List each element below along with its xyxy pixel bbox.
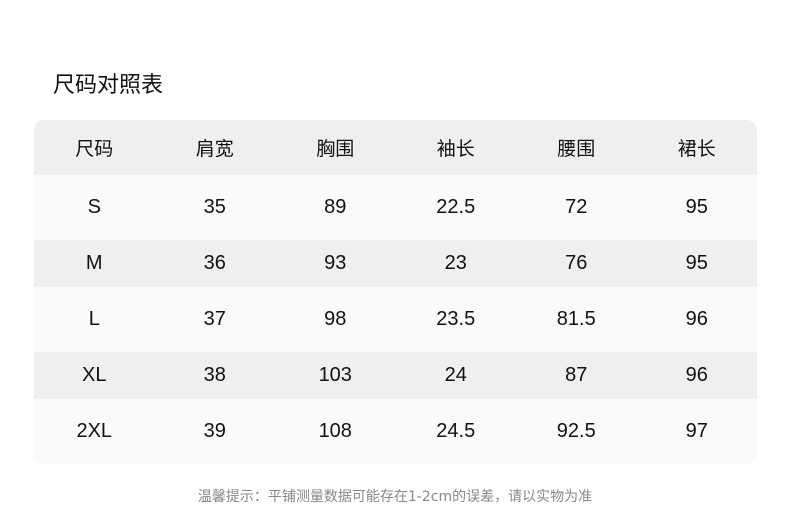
table-cell: 23 (444, 252, 467, 274)
table-cell: 97 (685, 420, 708, 442)
table-header-row: 尺码 肩宽 胸围 袖长 腰围 裙长 (34, 120, 757, 175)
table-row: M 36 93 23 76 95 (34, 240, 757, 287)
size-chart-table: 尺码 肩宽 胸围 袖长 腰围 裙长 S 35 89 22.5 72 95 M 36 93 23 76… (34, 120, 757, 464)
table-cell: 93 (324, 252, 347, 274)
table-cell: 22.5 (436, 196, 476, 218)
table-row: L 37 98 23.5 81.5 96 (34, 287, 757, 352)
table-cell: 72 (565, 196, 588, 218)
table-cell: 89 (324, 196, 347, 218)
table-cell: S (87, 196, 101, 218)
header-cell: 尺码 (75, 138, 114, 160)
table-row: S 35 89 22.5 72 95 (34, 175, 757, 240)
table-cell: 95 (685, 252, 708, 274)
table-cell: M (85, 252, 103, 274)
table-cell: 38 (203, 364, 226, 386)
table-cell: 96 (685, 364, 708, 386)
header-cell: 肩宽 (195, 138, 234, 160)
table-cell: L (88, 308, 100, 330)
table-cell: 2XL (76, 420, 113, 442)
header-cell: 裙长 (677, 138, 716, 160)
table-cell: 76 (565, 252, 588, 274)
table-cell: 98 (324, 308, 347, 330)
table-cell: 92.5 (556, 420, 596, 442)
table-cell: 87 (565, 364, 588, 386)
table-cell: 24.5 (436, 420, 476, 442)
measurement-note: 温馨提示：平铺测量数据可能存在1-2cm的误差，请以实物为准 (197, 489, 593, 505)
table-cell: 95 (685, 196, 708, 218)
table-cell: 23.5 (436, 308, 476, 330)
table-cell: 39 (203, 420, 226, 442)
header-cell: 袖长 (436, 138, 475, 160)
table-cell: XL (82, 364, 107, 386)
table-cell: 24 (444, 364, 467, 386)
table-cell: 36 (203, 252, 226, 274)
table-cell: 108 (318, 420, 352, 442)
table-row: 2XL 39 108 24.5 92.5 97 (34, 399, 757, 464)
table-row: XL 38 103 24 87 96 (34, 352, 757, 399)
page-title: 尺码对照表 (53, 73, 164, 98)
header-cell: 胸围 (316, 138, 355, 160)
table-cell: 96 (685, 308, 708, 330)
header-cell: 腰围 (557, 138, 596, 160)
table-cell: 81.5 (556, 308, 596, 330)
table-cell: 35 (203, 196, 226, 218)
table-cell: 103 (318, 364, 352, 386)
table-cell: 37 (203, 308, 226, 330)
